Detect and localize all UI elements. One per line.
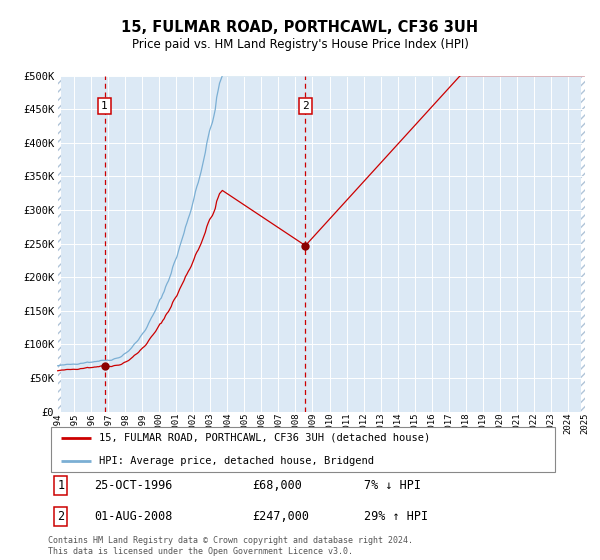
Text: 15, FULMAR ROAD, PORTHCAWL, CF36 3UH (detached house): 15, FULMAR ROAD, PORTHCAWL, CF36 3UH (de… — [99, 433, 430, 443]
Text: £247,000: £247,000 — [252, 510, 309, 524]
Text: 15, FULMAR ROAD, PORTHCAWL, CF36 3UH: 15, FULMAR ROAD, PORTHCAWL, CF36 3UH — [121, 21, 479, 35]
Text: HPI: Average price, detached house, Bridgend: HPI: Average price, detached house, Brid… — [99, 456, 374, 466]
Text: 25-OCT-1996: 25-OCT-1996 — [94, 479, 172, 492]
Text: 2: 2 — [57, 510, 64, 524]
Text: Price paid vs. HM Land Registry's House Price Index (HPI): Price paid vs. HM Land Registry's House … — [131, 38, 469, 52]
FancyBboxPatch shape — [50, 427, 556, 472]
Text: 2: 2 — [302, 101, 309, 111]
Text: 7% ↓ HPI: 7% ↓ HPI — [364, 479, 421, 492]
Text: £68,000: £68,000 — [252, 479, 302, 492]
Text: 1: 1 — [57, 479, 64, 492]
Text: 1: 1 — [101, 101, 108, 111]
Text: 29% ↑ HPI: 29% ↑ HPI — [364, 510, 428, 524]
Text: 01-AUG-2008: 01-AUG-2008 — [94, 510, 172, 524]
Text: Contains HM Land Registry data © Crown copyright and database right 2024.
This d: Contains HM Land Registry data © Crown c… — [48, 536, 413, 556]
